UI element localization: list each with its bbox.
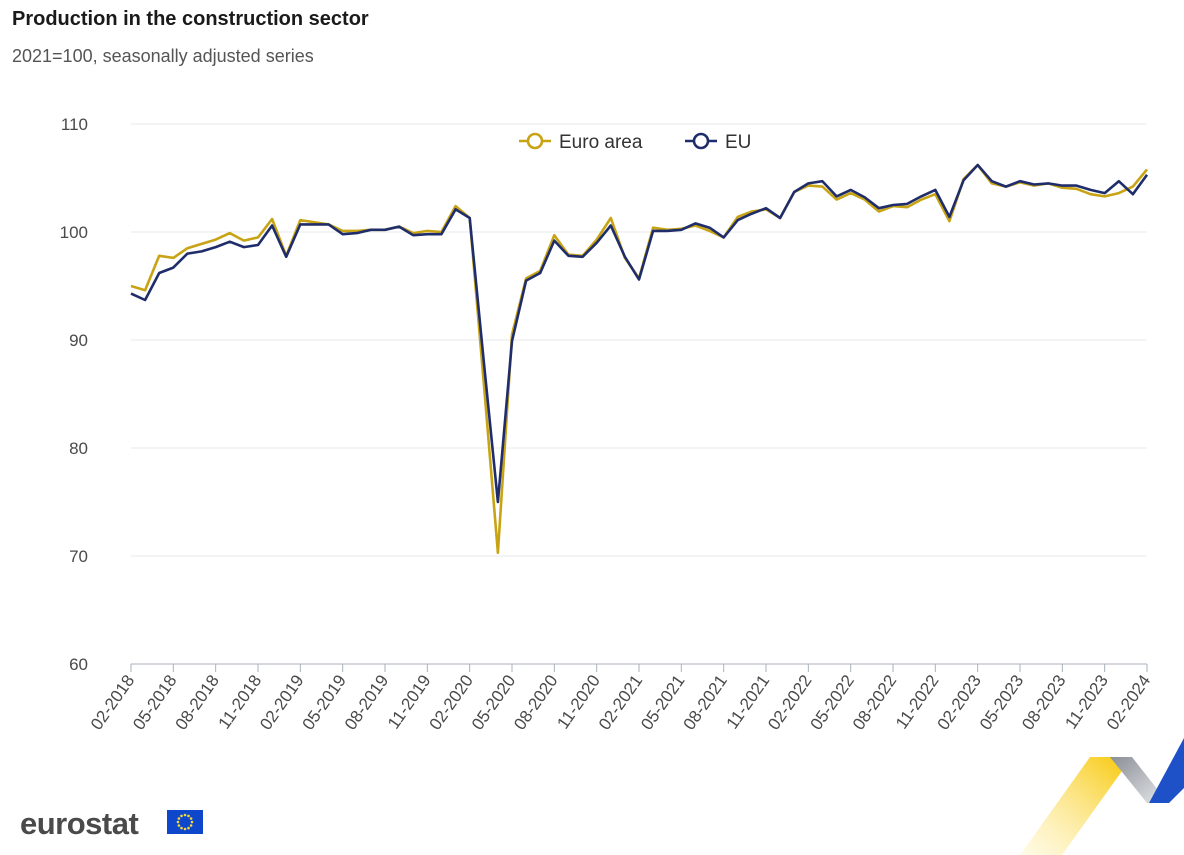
x-tick-label: 08-2021 xyxy=(680,671,731,733)
y-tick-label: 70 xyxy=(69,547,88,566)
x-tick-label: 08-2020 xyxy=(510,671,561,733)
x-tick-label: 08-2022 xyxy=(849,671,900,733)
legend-label: Euro area xyxy=(559,132,643,153)
x-tick-label: 08-2023 xyxy=(1018,671,1069,733)
decorative-corner-graphic xyxy=(1020,738,1184,855)
legend-marker-circle xyxy=(692,132,710,150)
y-tick-label: 90 xyxy=(69,331,88,350)
eurostat-logo: eurostat xyxy=(20,806,139,841)
chart-title: Production in the construction sector xyxy=(12,8,369,30)
x-tick-label: 08-2018 xyxy=(172,671,223,733)
y-tick-label: 110 xyxy=(61,115,88,134)
x-tick-label: 02-2024 xyxy=(1103,671,1154,733)
series-line-euro-area xyxy=(130,163,1149,555)
y-tick-label: 80 xyxy=(69,439,88,458)
x-tick-label: 08-2019 xyxy=(341,671,392,733)
legend-label: EU xyxy=(725,132,751,153)
y-tick-label: 100 xyxy=(60,223,88,242)
chart-subtitle: 2021=100, seasonally adjusted series xyxy=(12,46,314,66)
y-tick-label: 60 xyxy=(69,655,88,674)
legend-marker-circle xyxy=(526,132,544,150)
series-line-eu xyxy=(130,163,1149,504)
eu-flag-icon xyxy=(167,810,203,834)
